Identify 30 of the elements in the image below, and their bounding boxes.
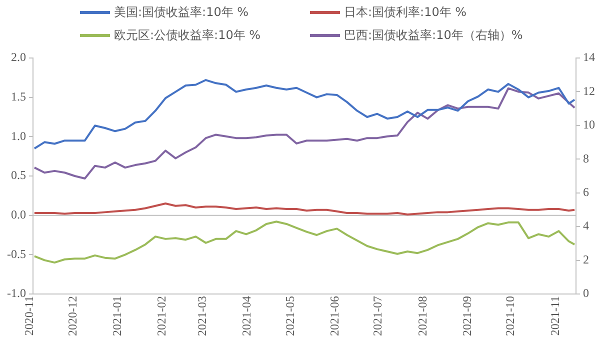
x-tick-label: 2021-11 bbox=[548, 296, 562, 336]
y2-tick-label: 0 bbox=[583, 286, 589, 300]
legend-label: 欧元区:公债收益率:10年 % bbox=[114, 27, 261, 44]
y-tick-label: 1.0 bbox=[10, 128, 26, 143]
x-tick-label: 2021-09 bbox=[460, 296, 474, 336]
y2-tick-label: 10 bbox=[583, 118, 595, 132]
y2-tick-label: 2 bbox=[583, 252, 589, 266]
y2-tick-label: 12 bbox=[583, 84, 595, 98]
x-tick-label: 2021-01 bbox=[110, 296, 124, 336]
y-tick-label: 0.5 bbox=[10, 168, 26, 182]
y-tick-label: -0.5 bbox=[6, 246, 26, 261]
x-tick-label: 2021-05 bbox=[282, 296, 297, 336]
y-tick-label: 1.5 bbox=[10, 89, 26, 104]
y2-tick-label: 14 bbox=[583, 50, 595, 64]
x-tick-label: 2021-04 bbox=[240, 296, 254, 336]
legend-label: 巴西:国债收益率:10年（右轴）% bbox=[344, 27, 523, 44]
y2-tick-label: 4 bbox=[583, 218, 589, 233]
x-tick-label: 2021-07 bbox=[370, 296, 385, 336]
legend-label: 日本:国债利率:10年 % bbox=[344, 4, 467, 21]
x-tick-label: 2021-02 bbox=[154, 296, 169, 336]
y-tick-label: 0.0 bbox=[10, 207, 26, 222]
legend-label: 美国:国债收益率:10年 % bbox=[114, 4, 249, 21]
y2-tick-label: 6 bbox=[583, 185, 589, 200]
x-tick-label: 2021-08 bbox=[415, 296, 430, 336]
x-tick-label: 2021-10 bbox=[503, 296, 518, 336]
y-tick-label: 2.0 bbox=[10, 50, 26, 64]
x-tick-label: 2021-06 bbox=[328, 296, 342, 336]
y2-tick-label: 8 bbox=[583, 151, 589, 166]
x-tick-label: 2021-03 bbox=[194, 296, 209, 336]
x-tick-label: 2020-12 bbox=[65, 296, 80, 336]
